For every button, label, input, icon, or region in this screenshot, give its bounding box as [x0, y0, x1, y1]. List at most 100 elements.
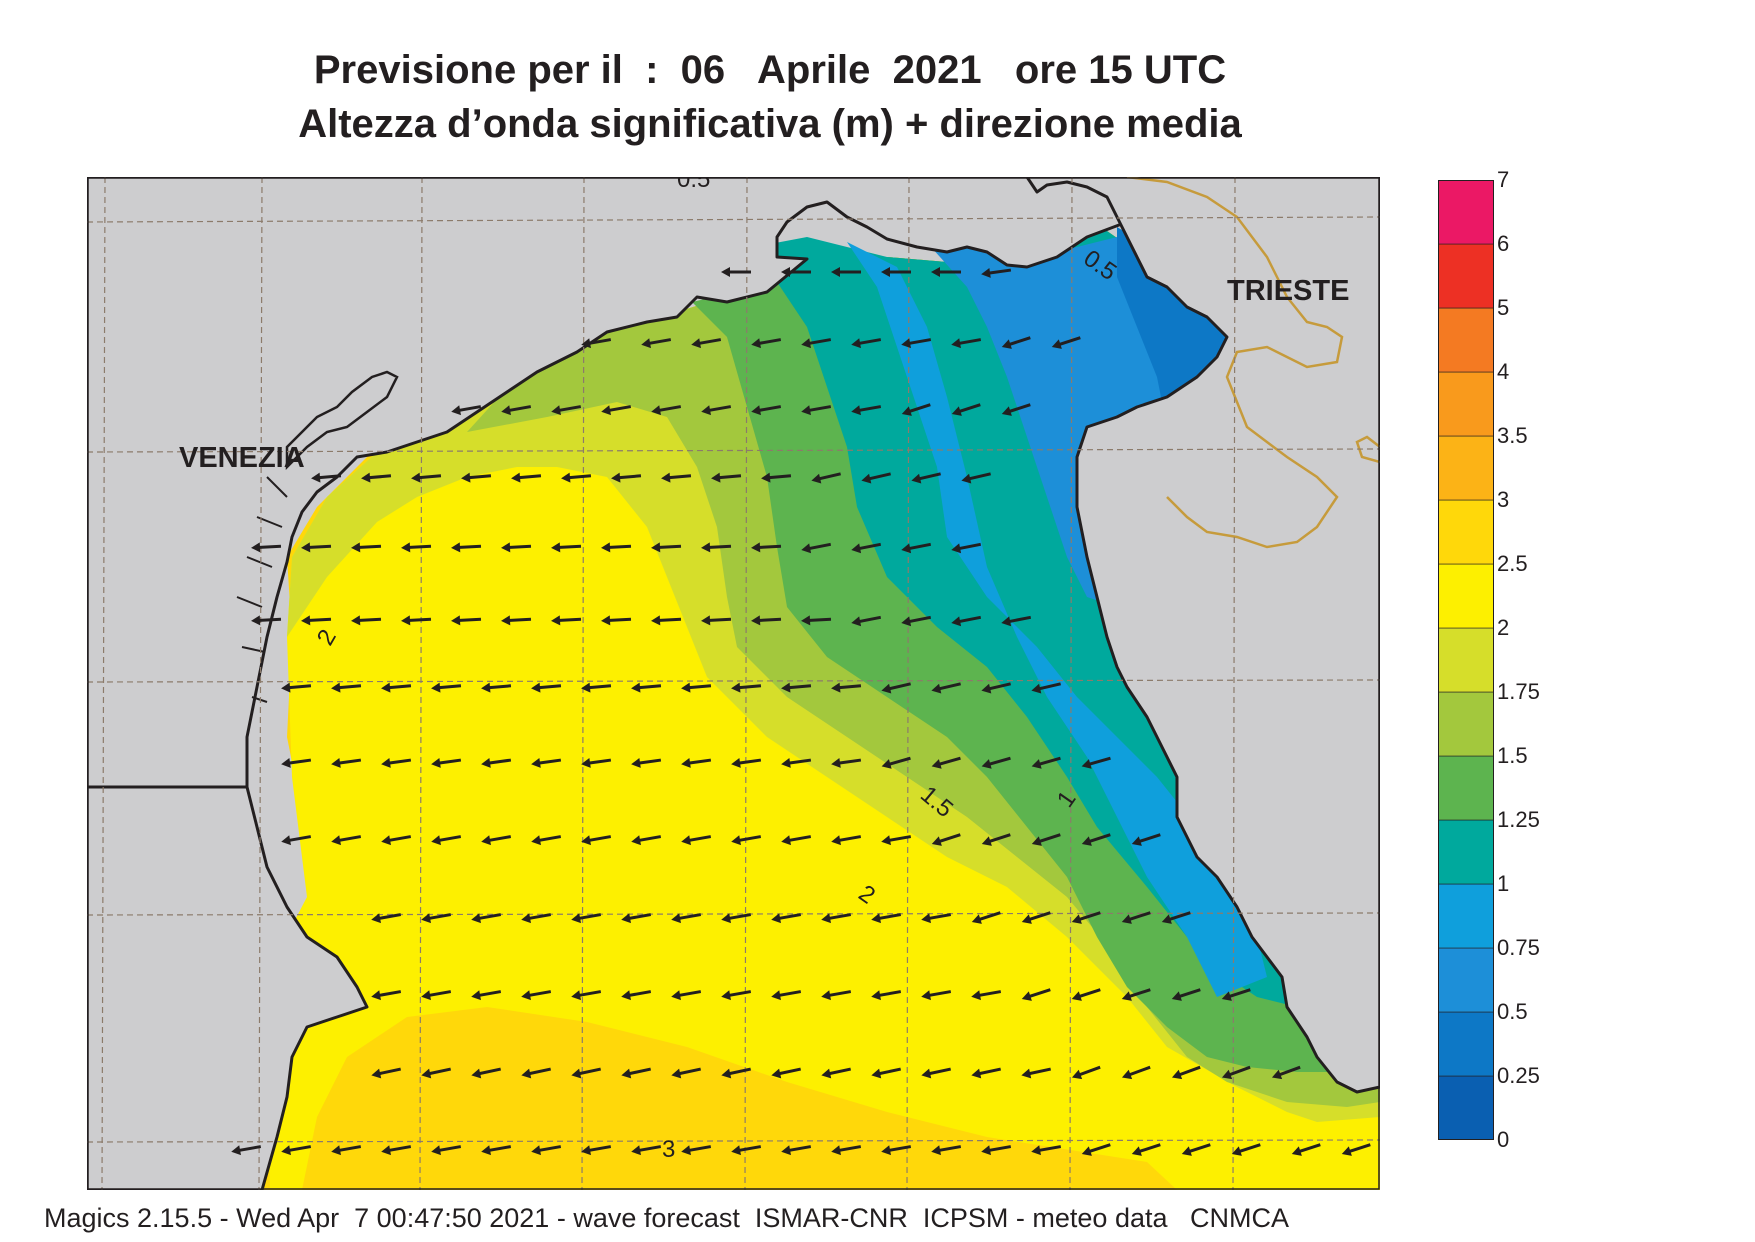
legend-label: 1.5 — [1497, 743, 1528, 768]
direction-arrow — [581, 338, 612, 349]
direction-arrow — [681, 758, 712, 768]
direction-arrow — [1051, 336, 1081, 349]
direction-arrow — [471, 913, 502, 924]
direction-arrow — [331, 1145, 362, 1156]
direction-arrow — [501, 405, 532, 416]
legend-swatch — [1438, 1011, 1494, 1077]
direction-arrow — [451, 615, 482, 626]
legend-swatch — [1438, 243, 1494, 309]
coastline-east — [1025, 177, 1380, 1094]
direction-arrow — [681, 1145, 712, 1156]
direction-arrow — [871, 913, 902, 924]
direction-arrow — [981, 1145, 1012, 1156]
legend-swatch — [1438, 499, 1494, 565]
direction-arrow — [851, 405, 882, 416]
direction-arrow — [1071, 911, 1101, 924]
direction-arrow — [301, 615, 332, 626]
direction-arrow — [1171, 1065, 1201, 1080]
direction-arrow — [611, 472, 642, 483]
direction-arrow — [381, 835, 412, 846]
direction-arrow — [1031, 833, 1061, 846]
direction-arrow — [731, 835, 762, 846]
direction-arrow — [821, 913, 852, 924]
direction-arrow — [371, 913, 402, 924]
direction-arrow — [921, 990, 952, 1001]
direction-arrow — [901, 338, 932, 349]
direction-arrow — [1231, 1143, 1261, 1156]
direction-arrow — [851, 542, 882, 554]
direction-arrow — [731, 1145, 762, 1156]
sea-band-0.75-1 — [847, 242, 1267, 997]
legend-swatch — [1438, 1075, 1494, 1140]
direction-arrow — [1031, 1145, 1062, 1156]
direction-arrow — [721, 913, 752, 924]
direction-arrow — [1291, 1143, 1321, 1156]
direction-arrow — [731, 758, 762, 768]
direction-arrow — [1181, 1143, 1211, 1156]
direction-arrow — [931, 267, 961, 277]
direction-arrow — [1221, 1065, 1251, 1080]
direction-arrow — [681, 682, 712, 693]
direction-arrow — [1121, 911, 1151, 924]
border-line — [1126, 177, 1344, 549]
direction-arrow — [881, 682, 911, 694]
direction-arrow — [781, 267, 811, 277]
contour-label-3: 3 — [662, 1136, 675, 1163]
legend-swatch — [1438, 307, 1494, 373]
direction-arrow — [451, 542, 482, 553]
direction-arrow — [381, 1145, 412, 1156]
direction-arrow — [921, 1067, 952, 1079]
direction-arrow — [571, 990, 602, 1001]
direction-arrow — [481, 1145, 512, 1156]
direction-arrow — [511, 472, 542, 483]
direction-arrow — [401, 615, 432, 626]
direction-arrow — [651, 405, 682, 416]
direction-arrow — [381, 758, 412, 768]
direction-arrow — [631, 758, 662, 768]
direction-arrow — [831, 758, 862, 768]
direction-arrow — [711, 472, 742, 483]
legend-label: 2 — [1497, 615, 1510, 640]
direction-arrow — [1071, 1065, 1101, 1080]
coastline-southwest — [87, 785, 369, 1190]
direction-arrow — [521, 913, 552, 924]
direction-arrow — [781, 682, 812, 693]
direction-arrow — [1021, 911, 1051, 924]
direction-arrow — [951, 403, 981, 416]
direction-arrow — [801, 405, 832, 416]
direction-arrow — [421, 1067, 452, 1079]
legend-label: 0.75 — [1497, 935, 1540, 960]
direction-arrow — [621, 913, 652, 924]
legend-label: 4 — [1497, 359, 1510, 384]
direction-arrow — [571, 1067, 602, 1079]
direction-arrow — [551, 615, 582, 626]
direction-arrow — [781, 835, 812, 846]
legend-label: 0 — [1497, 1127, 1510, 1152]
direction-arrow — [361, 472, 392, 483]
direction-arrow — [301, 542, 332, 553]
direction-arrow — [781, 758, 812, 768]
direction-arrow — [881, 756, 911, 769]
direction-arrow — [431, 835, 462, 846]
direction-arrow — [901, 615, 932, 627]
direction-arrow — [1121, 1065, 1151, 1080]
direction-arrow — [881, 1145, 912, 1156]
direction-arrow — [981, 682, 1011, 694]
direction-arrow — [701, 542, 732, 553]
legend-swatch — [1438, 627, 1494, 693]
direction-arrow — [601, 615, 632, 626]
direction-arrow — [931, 833, 961, 846]
direction-arrow — [751, 338, 782, 349]
direction-arrow — [661, 472, 692, 483]
direction-arrow — [781, 1145, 812, 1156]
legend-label: 7 — [1497, 167, 1510, 192]
direction-arrow — [1081, 1143, 1111, 1156]
direction-arrow — [601, 542, 632, 553]
direction-arrow — [401, 542, 432, 553]
sea-band-0.25-0.5 — [1117, 227, 1267, 497]
direction-arrow — [1021, 1067, 1052, 1079]
wave-direction-arrows — [231, 267, 1371, 1156]
direction-arrow — [981, 268, 1012, 278]
direction-arrow — [751, 405, 782, 416]
direction-arrow — [1031, 682, 1061, 694]
